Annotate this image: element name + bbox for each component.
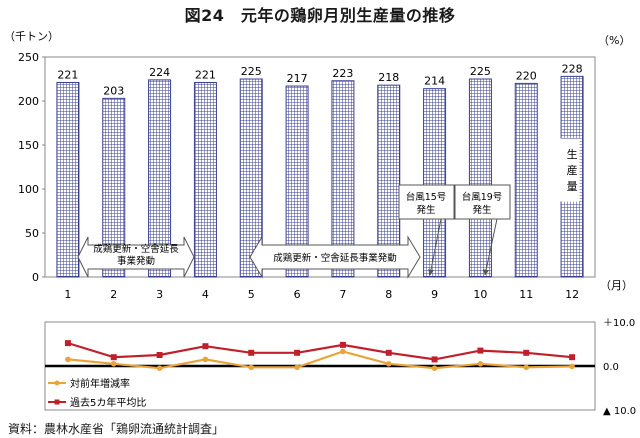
x-tick-12: 12	[565, 288, 579, 301]
line-series	[64, 340, 576, 372]
bar-y-ticks: 0 50 100 150 200 250	[18, 51, 45, 284]
annotation-typhoon-15: 台風15号 発生	[398, 184, 455, 276]
point-s2-8	[385, 349, 392, 356]
bar-7	[331, 80, 355, 278]
bar-label-2: 203	[103, 84, 124, 97]
bar-y-tick: 0	[32, 271, 39, 284]
bar-label-12: 228	[562, 62, 583, 75]
x-tick-4: 4	[202, 288, 209, 301]
point-s2-12	[569, 354, 576, 361]
point-s1-7	[340, 348, 346, 355]
series-line-2	[67, 342, 573, 361]
point-s2-10	[477, 347, 484, 354]
bar-label-11: 220	[516, 69, 537, 82]
bar-y-tick: 100	[18, 183, 39, 196]
bar-label-3: 224	[149, 66, 170, 79]
bar-label-10: 225	[470, 65, 491, 78]
line-y-tick: ▲ 10.0	[603, 406, 636, 417]
bar-6	[285, 85, 309, 278]
bar-y-axis-label: （千トン）	[4, 30, 59, 43]
bar-label-8: 218	[378, 71, 399, 84]
bar-3	[148, 79, 172, 278]
legend-series-1: 対前年増減率	[70, 377, 130, 390]
x-tick-3: 3	[156, 288, 163, 301]
point-s1-11	[523, 364, 530, 371]
line-legend: 対前年増減率 過去5カ年平均比	[48, 377, 146, 409]
bar-y-tick: 200	[18, 95, 39, 108]
x-tick-1: 1	[64, 288, 71, 301]
figure-title: 図24 元年の鶏卵月別生産量の推移	[184, 6, 456, 25]
annotation-typhoon-19: 台風19号 発生	[454, 184, 511, 276]
point-s2-2	[110, 354, 117, 361]
point-s1-8	[385, 361, 392, 367]
bars	[56, 75, 584, 278]
annotation-arrow-2: 成鶏更新・空舎延長事業発動	[249, 235, 421, 279]
bar-plot-frame	[44, 56, 596, 278]
line-y-tick: 0.0	[603, 362, 619, 373]
line-y-ticks: ＋10.0 0.0 ▲ 10.0	[603, 318, 636, 417]
series-label-text: 生産量	[567, 147, 578, 193]
right-axis-label: （%）	[598, 34, 630, 47]
bar-data-labels: 221 203 224 221 225 217 223 218 214 225 220 228	[57, 62, 582, 97]
bar-4	[193, 82, 217, 278]
point-s2-6	[294, 349, 301, 356]
bar-5	[239, 78, 263, 278]
point-s1-10	[477, 361, 484, 367]
x-tick-10: 10	[473, 288, 487, 301]
bar-10	[468, 78, 492, 278]
annotation-1-line1: 成鶏更新・空舎延長	[93, 243, 179, 255]
point-s1-2	[110, 361, 117, 367]
x-tick-8: 8	[385, 288, 392, 301]
x-tick-2: 2	[110, 288, 117, 301]
typhoon-19-line1: 台風19号	[462, 191, 503, 203]
x-tick-7: 7	[339, 288, 346, 301]
bar-label-5: 225	[241, 65, 262, 78]
legend-series-2: 過去5カ年平均比	[70, 396, 146, 409]
bar-label-4: 221	[195, 69, 216, 82]
point-s2-4	[202, 343, 209, 350]
point-s1-9	[431, 365, 438, 372]
x-tick-9: 9	[431, 288, 438, 301]
x-tick-6: 6	[294, 288, 301, 301]
x-axis-label: （月）	[600, 279, 633, 292]
bar-label-1: 221	[57, 69, 78, 82]
point-s1-3	[156, 365, 163, 372]
point-s2-1	[64, 340, 71, 347]
annotation-2-text: 成鶏更新・空舎延長事業発動	[273, 252, 397, 264]
typhoon-15-line1: 台風15号	[406, 191, 447, 203]
annotation-1-line2: 事業発動	[117, 255, 155, 267]
bar-label-6: 217	[287, 72, 308, 85]
point-s1-5	[248, 364, 255, 371]
point-s1-4	[202, 356, 209, 363]
bar-1	[56, 82, 80, 278]
bar-label-7: 223	[332, 67, 353, 80]
point-s2-3	[156, 352, 163, 358]
point-s2-7	[339, 341, 346, 348]
bar-y-tick: 250	[18, 51, 39, 64]
line-y-tick: ＋10.0	[603, 318, 635, 329]
x-tick-labels: 1 2 3 4 5 6 7 8 9 10 11 12	[64, 288, 579, 301]
typhoon-19-line2: 発生	[472, 204, 492, 216]
point-s2-11	[523, 349, 530, 356]
point-s1-6	[294, 364, 300, 371]
bar-9	[423, 88, 447, 278]
point-s2-9	[431, 356, 438, 363]
bar-label-9: 214	[424, 75, 445, 88]
point-s2-5	[248, 349, 255, 356]
source-note: 資料：農林水産省「鶏卵流通統計調査」	[8, 422, 225, 436]
bar-y-tick: 50	[25, 227, 39, 240]
x-tick-11: 11	[519, 288, 533, 301]
bar-11	[514, 82, 538, 278]
annotation-arrow-1: 成鶏更新・空舎延長 事業発動	[77, 236, 195, 278]
series-label-box	[554, 138, 580, 202]
point-s1-12	[569, 363, 575, 370]
bar-8	[377, 84, 401, 278]
typhoon-15-line2: 発生	[416, 204, 436, 216]
point-s1-1	[65, 356, 71, 363]
bar-2	[102, 97, 126, 278]
x-tick-5: 5	[248, 288, 255, 301]
bar-y-tick: 150	[18, 139, 39, 152]
series-line-1	[67, 350, 573, 370]
